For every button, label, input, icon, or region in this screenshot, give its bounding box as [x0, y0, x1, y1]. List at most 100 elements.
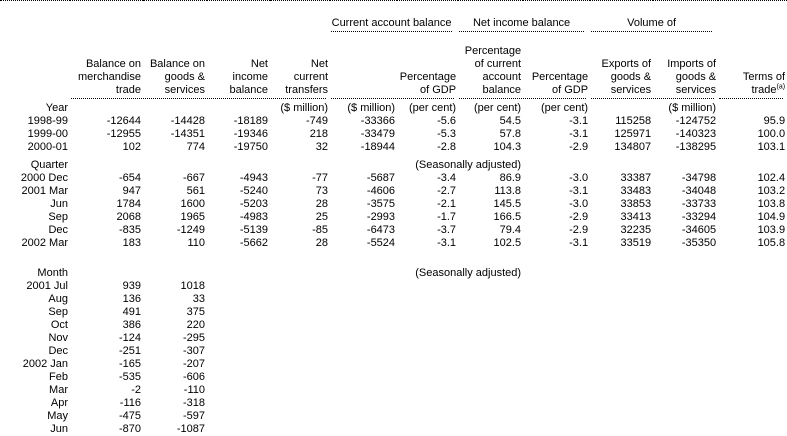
value-cell [397, 306, 458, 319]
value-cell: -33366 [360, 115, 396, 127]
table-row: 1998-99 -12644 -14428 -18189 -749 -33366… [0, 115, 787, 128]
value-cell: 86.9 [499, 172, 522, 184]
value-cell: 774 [186, 141, 205, 153]
column-header-current-account-balance [330, 45, 397, 97]
value-cell: 2068 [116, 211, 141, 223]
group-header-spacer [0, 1, 330, 46]
row-label-cell: Feb [49, 371, 68, 383]
value-cell: -5662 [239, 237, 268, 249]
value-cell: -5240 [239, 185, 268, 197]
seasonally-adjusted-note: (Seasonally adjusted) [415, 159, 522, 171]
value-cell: 33483 [620, 185, 652, 197]
row-label-cell: 2002 Mar [21, 237, 68, 249]
value-cell: -2.8 [437, 141, 457, 153]
value-cell: 218 [309, 128, 329, 140]
value-cell [653, 397, 718, 410]
value-cell: 100.0 [757, 128, 786, 140]
value-cell: 1600 [180, 198, 205, 210]
value-cell: 33387 [620, 172, 652, 184]
value-cell [523, 384, 590, 397]
value-cell: 103.1 [757, 141, 786, 153]
column-header-imports-goods-services: Imports of goods & services [667, 58, 717, 96]
year-section-body: 1998-99 -12644 -14428 -18189 -749 -33366… [0, 115, 787, 154]
value-cell [458, 384, 523, 397]
value-cell [270, 423, 330, 436]
row-label-cell: 2002 Jan [22, 358, 68, 370]
table-row: Dec -835 -1249 -5139 -85 -6473 -3.7 79.4… [0, 224, 787, 237]
value-cell [270, 410, 330, 423]
value-cell [330, 397, 397, 410]
group-header-net-income: Net income balance [458, 1, 590, 46]
section-spacer [70, 154, 330, 172]
table-row: Sep 491 375 [0, 306, 787, 319]
value-cell: -33294 [681, 211, 717, 223]
value-cell [458, 280, 523, 293]
value-cell [270, 319, 330, 332]
value-cell: -5524 [366, 237, 396, 249]
value-cell [523, 371, 590, 384]
value-cell: -295 [182, 332, 205, 344]
seasonally-adjusted-note: (Seasonally adjusted) [415, 267, 522, 279]
value-cell: -3.1 [569, 185, 589, 197]
value-cell: -3.0 [569, 198, 589, 210]
table-row: Oct 386 220 [0, 319, 787, 332]
value-cell [523, 306, 590, 319]
value-cell [207, 345, 270, 358]
value-cell [207, 384, 270, 397]
value-cell [653, 358, 718, 371]
units-cab-percent-gdp: (per cent) [408, 102, 457, 114]
table-row: 2002 Jan -165 -207 [0, 358, 787, 371]
value-cell: -12955 [106, 128, 141, 140]
value-cell [270, 358, 330, 371]
value-cell: -207 [182, 358, 205, 370]
value-cell [270, 384, 330, 397]
row-label-cell: 2001 Mar [21, 185, 68, 197]
value-cell [718, 280, 787, 293]
section-label-quarter: Quarter [30, 159, 68, 171]
row-label-cell: Nov [48, 332, 68, 344]
section-spacer [523, 154, 787, 172]
value-cell: -35350 [681, 237, 717, 249]
value-cell [458, 423, 523, 436]
value-cell [590, 306, 653, 319]
value-cell [718, 319, 787, 332]
value-cell: -85 [312, 224, 329, 236]
value-cell: -667 [182, 172, 205, 184]
value-cell: -307 [182, 345, 205, 357]
value-cell: 1784 [116, 198, 141, 210]
value-cell: 33 [192, 293, 205, 305]
value-cell [207, 332, 270, 345]
value-cell [523, 293, 590, 306]
table-row: Sep 2068 1965 -4983 25 -2993 -1.7 166.5 … [0, 211, 787, 224]
value-cell [590, 293, 653, 306]
value-cell: -124752 [675, 115, 717, 127]
column-header-balance-goods-services: Balance on goods & services [149, 58, 205, 96]
value-cell [330, 371, 397, 384]
value-cell: -2 [131, 384, 141, 396]
value-cell [718, 423, 787, 436]
value-cell [397, 345, 458, 358]
value-cell [270, 397, 330, 410]
value-cell: -1.7 [437, 211, 457, 223]
value-cell: 1965 [180, 211, 205, 223]
value-cell: -5.3 [437, 128, 457, 140]
value-cell: -654 [118, 172, 141, 184]
value-cell: 73 [315, 185, 329, 197]
value-cell: -2.1 [437, 198, 457, 210]
value-cell: 1018 [180, 280, 205, 292]
header-rule-row [0, 97, 787, 102]
value-cell [590, 345, 653, 358]
value-cell: -2993 [366, 211, 396, 223]
rule-segment [458, 97, 590, 102]
value-cell: 145.5 [493, 198, 522, 210]
value-cell: -3.7 [437, 224, 457, 236]
value-cell [458, 358, 523, 371]
value-cell [718, 397, 787, 410]
value-cell [330, 319, 397, 332]
value-cell: 32 [315, 141, 329, 153]
value-cell: 102.5 [493, 237, 522, 249]
value-cell: -6473 [366, 224, 396, 236]
column-header-percentage-current-account-balance: Percentage of current account balance [464, 45, 522, 96]
value-cell [653, 371, 718, 384]
value-cell [718, 384, 787, 397]
